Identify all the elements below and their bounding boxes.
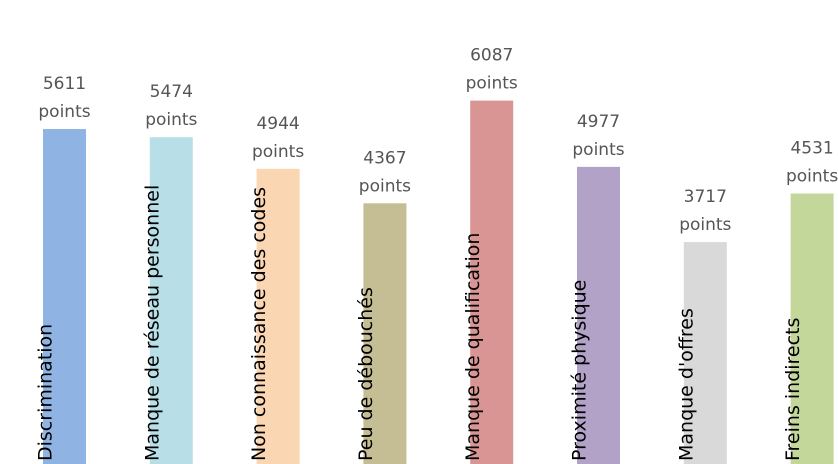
bar-non-connaissance-des-codes [256, 168, 300, 464]
bar-manque-de-qualification [470, 100, 514, 464]
value-label-manque-de-reseau-personnel: 5474 [150, 82, 193, 102]
value-label-freins-indirects: 4531 [790, 138, 833, 158]
value-unit-label-manque-de-qualification: points [466, 74, 518, 94]
value-label-discrimination: 5611 [43, 74, 86, 94]
value-label-non-connaissance-des-codes: 4944 [256, 114, 299, 134]
value-label-manque-de-qualification: 6087 [470, 46, 513, 66]
bar-proximite-physique [577, 166, 620, 464]
category-label-peu-de-debouches: Peu de débouchés [355, 287, 377, 461]
value-label-manque-d-offres: 3717 [684, 187, 727, 207]
bar-manque-d-offres [683, 242, 727, 464]
value-labels-layer: 5611 points 5474 points 4944 points 4367 points… [38, 46, 838, 235]
category-label-manque-d-offres: Manque d'offres [675, 308, 697, 461]
value-unit-label-peu-de-debouches: points [359, 176, 411, 196]
value-unit-label-freins-indirects: points [786, 166, 838, 186]
category-label-discrimination: Discrimination [35, 324, 57, 461]
bars-layer [43, 100, 834, 464]
value-unit-label-manque-d-offres: points [679, 215, 731, 235]
category-label-manque-de-qualification: Manque de qualification [462, 233, 484, 461]
bar-manque-de-reseau-personnel [149, 137, 193, 464]
value-unit-label-discrimination: points [38, 102, 90, 122]
category-label-manque-de-reseau-personnel: Manque de réseau personnel [141, 185, 163, 461]
bar-peu-de-debouches [363, 203, 407, 464]
value-unit-label-non-connaissance-des-codes: points [252, 142, 304, 162]
value-unit-label-manque-de-reseau-personnel: points [145, 110, 197, 130]
bar-freins-indirects [790, 193, 834, 464]
category-label-freins-indirects: Freins indirects [782, 318, 804, 461]
category-label-non-connaissance-des-codes: Non connaissance des codes [248, 187, 270, 461]
category-labels-layer: Discrimination Manque de réseau personnel… [35, 185, 805, 461]
value-label-peu-de-debouches: 4367 [363, 148, 406, 168]
bar-discrimination [43, 129, 86, 464]
value-label-proximite-physique: 4977 [577, 112, 620, 132]
category-label-proximite-physique: Proximité physique [569, 280, 591, 461]
value-unit-label-proximite-physique: points [572, 140, 624, 160]
